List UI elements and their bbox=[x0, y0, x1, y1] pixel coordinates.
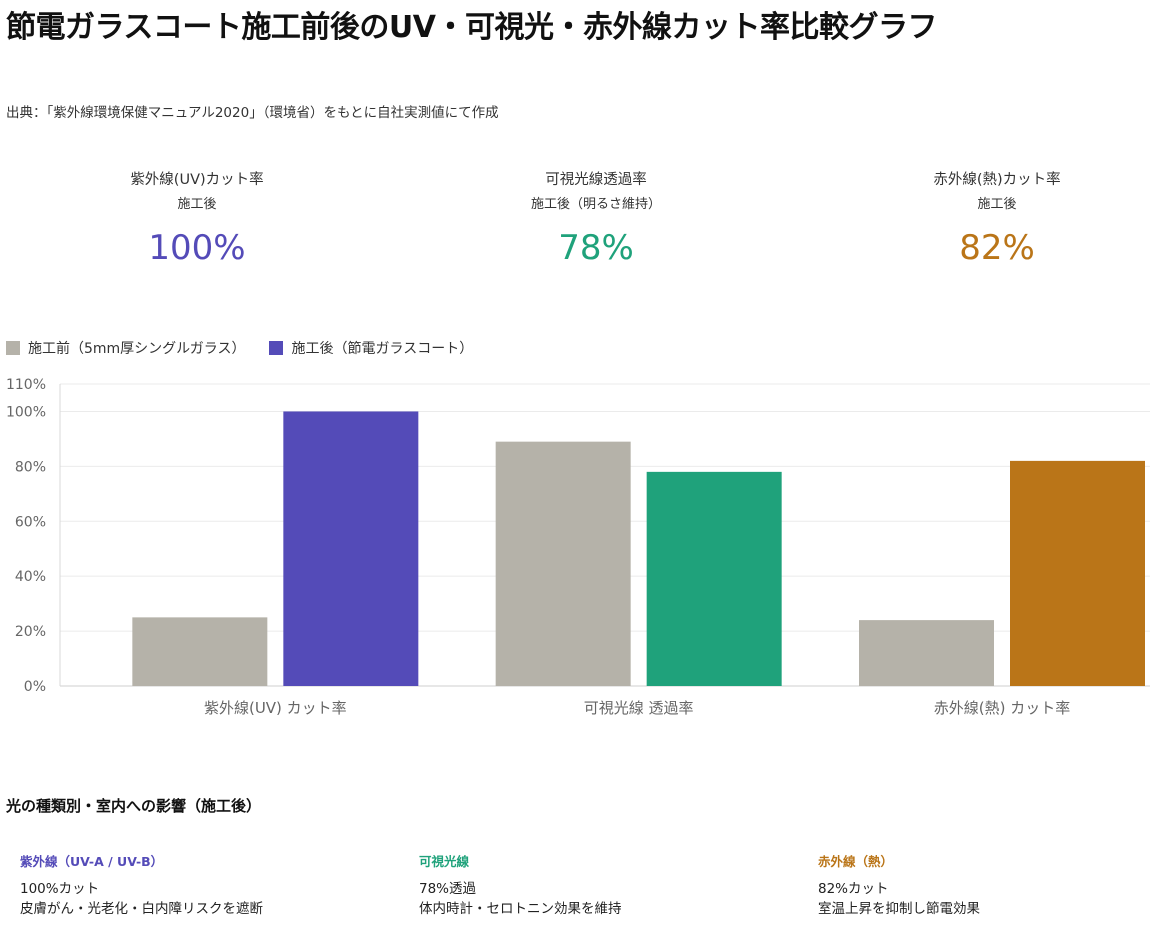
stat-visible: 可視光線透過率 施工後（明るさ維持） 78% bbox=[446, 170, 746, 268]
legend-swatch-before bbox=[6, 341, 20, 355]
y-tick-label: 0% bbox=[24, 679, 46, 695]
y-tick-label: 80% bbox=[15, 459, 46, 475]
card-uv-line1: 100%カット bbox=[20, 881, 100, 897]
card-visible-title: 可視光線 bbox=[419, 854, 470, 869]
stat-uv-value: 100% bbox=[148, 228, 246, 268]
bar bbox=[1010, 460, 1145, 686]
card-infrared-line2: 室温上昇を抑制し節電効果 bbox=[818, 901, 980, 917]
legend-item-before: 施工前（5mm厚シングルガラス） bbox=[6, 338, 245, 358]
stat-visible-value: 78% bbox=[558, 228, 634, 268]
source-note: 出典：「紫外線環境保健マニュアル2020」（環境省）をもとに自社実測値にて作成 bbox=[6, 105, 499, 121]
stat-infrared: 赤外線(熱)カット率 施工後 82% bbox=[847, 170, 1147, 268]
card-visible: 可視光線 78%透過 体内時計・セロトニン効果を維持 bbox=[419, 853, 799, 919]
stat-infrared-subtitle: 施工後 bbox=[977, 197, 1017, 212]
y-tick-label: 60% bbox=[15, 514, 46, 530]
card-infrared-line1: 82%カット bbox=[818, 881, 889, 897]
x-tick-label: 可視光線 透過率 bbox=[584, 699, 694, 717]
legend-item-after: 施工後（節電ガラスコート） bbox=[269, 338, 473, 358]
section-heading: 光の種類別・室内への影響（施工後） bbox=[6, 797, 262, 815]
stat-infrared-value: 82% bbox=[959, 228, 1035, 268]
legend-label-after: 施工後（節電ガラスコート） bbox=[291, 341, 474, 357]
bar bbox=[859, 620, 994, 686]
y-tick-label: 40% bbox=[15, 569, 46, 585]
card-uv-title: 紫外線（UV-A / UV-B） bbox=[20, 854, 164, 869]
legend-label-before: 施工前（5mm厚シングルガラス） bbox=[28, 341, 246, 357]
card-infrared-title: 赤外線（熱） bbox=[818, 854, 894, 869]
stat-uv: 紫外線(UV)カット率 施工後 100% bbox=[47, 170, 347, 268]
stat-uv-title: 紫外線(UV)カット率 bbox=[130, 172, 264, 188]
card-uv-line2: 皮膚がん・光老化・白内障リスクを遮断 bbox=[20, 901, 263, 917]
bar bbox=[283, 411, 419, 686]
y-tick-label: 20% bbox=[15, 624, 46, 640]
x-tick-label: 赤外線(熱) カット率 bbox=[934, 699, 1070, 717]
stat-visible-title: 可視光線透過率 bbox=[545, 172, 647, 188]
x-tick-label: 紫外線(UV) カット率 bbox=[204, 699, 347, 717]
card-infrared: 赤外線（熱） 82%カット 室温上昇を抑制し節電効果 bbox=[818, 853, 1151, 919]
y-tick-label: 100% bbox=[6, 404, 46, 420]
page-title: 節電ガラスコート施工前後のUV・可視光・赤外線カット率比較グラフ bbox=[6, 10, 937, 45]
stat-visible-subtitle: 施工後（明るさ維持） bbox=[530, 197, 661, 212]
bar bbox=[495, 441, 631, 686]
bar-chart: 0% 20% 40% 60% 80% 100% 110% 紫外線(UV) カット率 可視光線 透… bbox=[6, 377, 1150, 717]
card-uv: 紫外線（UV-A / UV-B） 100%カット 皮膚がん・光老化・白内障リスク… bbox=[20, 853, 400, 919]
chart-legend: 施工前（5mm厚シングルガラス） 施工後（節電ガラスコート） bbox=[6, 338, 497, 358]
card-visible-line2: 体内時計・セロトニン効果を維持 bbox=[419, 901, 622, 917]
bar bbox=[646, 471, 782, 686]
card-visible-line1: 78%透過 bbox=[419, 881, 477, 897]
legend-swatch-after bbox=[269, 341, 284, 355]
bar bbox=[132, 617, 268, 686]
stat-uv-subtitle: 施工後 bbox=[177, 197, 217, 212]
stat-infrared-title: 赤外線(熱)カット率 bbox=[933, 172, 1061, 188]
y-tick-label: 110% bbox=[6, 377, 46, 393]
